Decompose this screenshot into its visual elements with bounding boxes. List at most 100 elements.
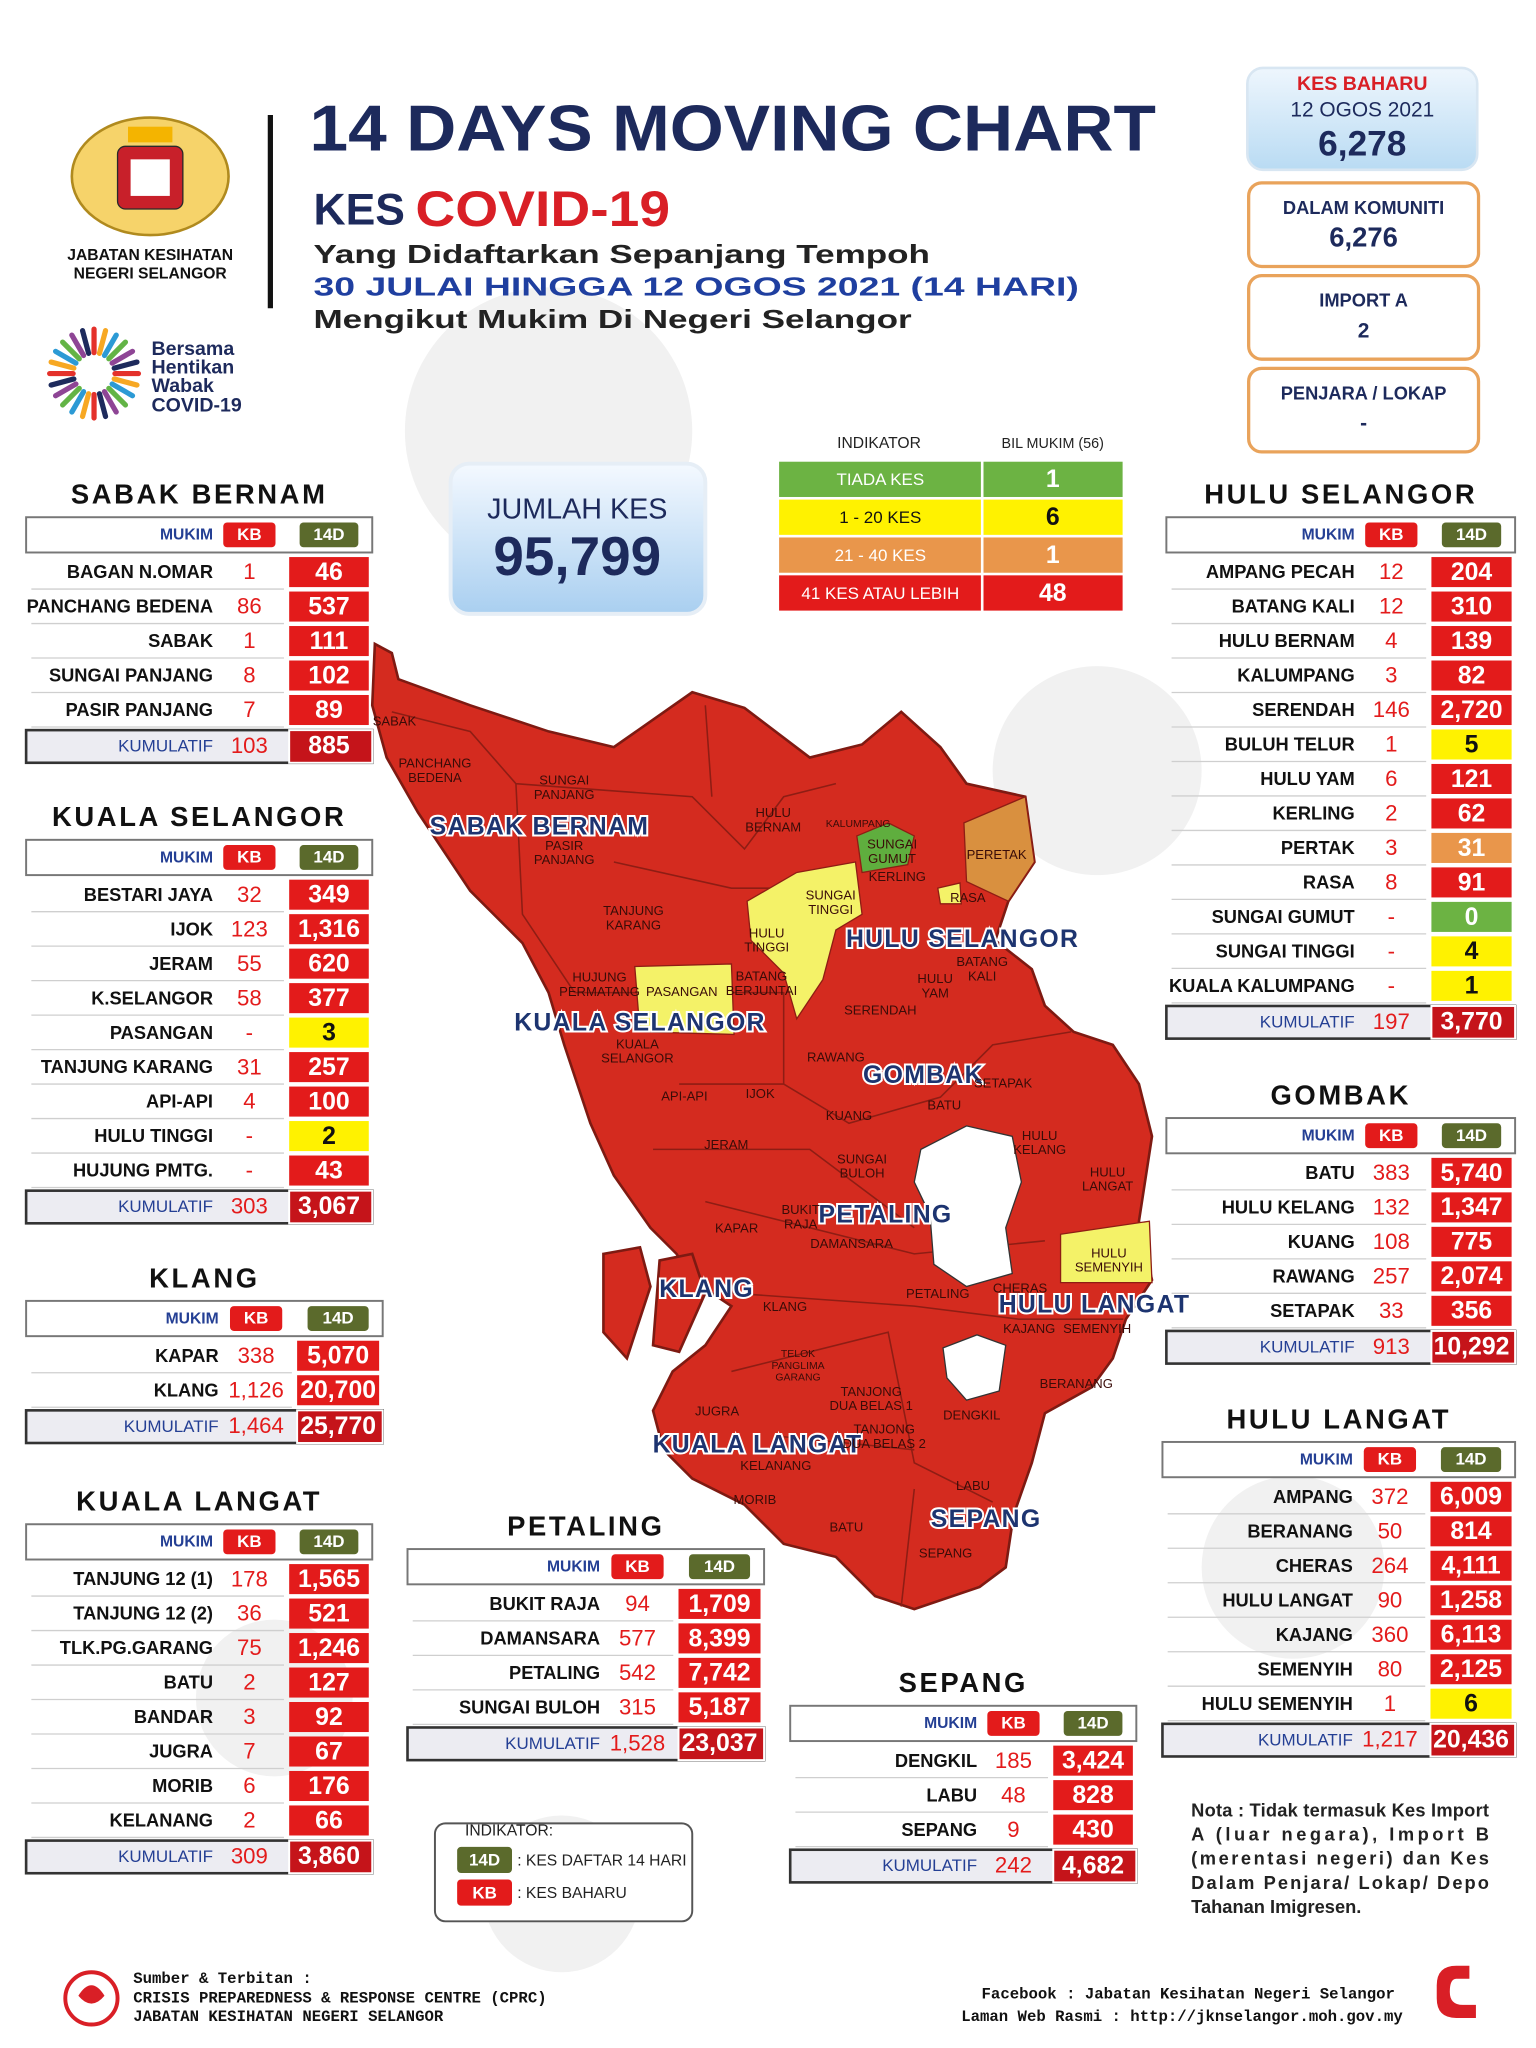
district-map-label: PETALING [819,1202,953,1229]
mukim-name: SUNGAI PANJANG [49,665,213,686]
summary-label: IMPORT A [1319,290,1408,311]
kb-value: 7 [243,1739,255,1764]
column-header: KB [1379,1126,1404,1145]
kb-value: 2 [243,1808,255,1833]
d14-cell [1053,1745,1133,1776]
d14-cell [289,1667,369,1698]
indicator-label: TIADA KES [836,470,924,489]
crest [70,116,230,237]
legend: 14D: KES DAFTAR 14 HARI KB: KES BAHARU [457,1846,687,1906]
mukim-map-label: KUALA [616,1036,659,1051]
kb-value: 36 [237,1601,262,1626]
mukim-name: API-API [146,1091,213,1112]
mukim-map-label: SEMENYIH [1063,1321,1131,1336]
legend-title: INDIKATOR: [465,1822,553,1839]
summary-value: - [1360,412,1367,435]
mukim-name: HULU TINGGI [94,1125,213,1146]
d14-cell [297,1375,380,1406]
column-header: KB [244,1309,269,1328]
kb-value: 4 [1385,628,1397,653]
d14-value: 8,399 [688,1625,750,1652]
d14-value: 356 [1451,1298,1492,1325]
mukim-map-label: PASANGAN [646,984,718,999]
d14-value: 6,113 [1441,1622,1502,1649]
note-line: Dalam Penjara/ Lokap/ Depo [1191,1872,1489,1893]
mukim-name: PERTAK [1281,837,1356,858]
mukim-name: HULU BERNAM [1219,630,1355,651]
d14-tag [307,1306,369,1331]
footer-link: Laman Web Rasmi : http://jknselangor.moh… [961,2008,1403,2026]
cumulative-kb: 242 [995,1853,1032,1878]
mukim-name: HULU KELANG [1222,1197,1355,1218]
mukim-name: BUKIT RAJA [489,1593,600,1614]
d14-cell [678,1588,761,1619]
summary-box [1247,366,1481,454]
cumulative-kb: 913 [1373,1334,1410,1359]
kb-tag [1365,522,1418,548]
note-line: A (luar negara), Import B [1191,1824,1489,1845]
indicator-count: 1 [1046,466,1060,493]
mukim-map-label: JERAM [704,1137,748,1152]
d14-cell [678,1623,761,1654]
subtitle-dates: 30 JULAI HINGGA 12 OGOS 2021 (14 HARI) [313,272,1078,302]
d14-value: 5,740 [1440,1160,1502,1187]
kb-tag [1365,1123,1418,1149]
mukim-name: SEMENYIH [1257,1658,1352,1679]
note: Nota : Tidak termasuk Kes Import A (luar … [1191,1799,1489,1917]
ray [69,389,87,415]
ray [101,389,119,415]
column-header: MUKIM [1300,1451,1353,1468]
d14-value: 1,316 [298,916,360,943]
mukim-name: BATU [164,1672,213,1693]
column-header: MUKIM [924,1715,977,1732]
d14-cell [1431,591,1512,622]
map-yellow [746,861,863,1021]
district-title: KLANG [149,1262,260,1293]
d14-cell [289,1086,369,1117]
mukim-map-label: HUJUNG [572,970,626,985]
district-title: HULU SELANGOR [1204,479,1477,510]
column-header: MUKIM [160,527,213,544]
kb-tag [611,1554,664,1580]
d14-value: 2,720 [1440,697,1502,724]
mukim-name: PETALING [509,1662,600,1683]
legend-tag [457,1879,512,1906]
cumulative-d14-value: 23,037 [682,1730,758,1757]
mukim-map-label: HULU [755,805,791,820]
kb-value: 338 [238,1343,275,1368]
kb-value: 33 [1379,1298,1404,1323]
mukim-name: SUNGAI TINGGI [1216,941,1355,962]
mukim-map-label: BATANG [736,968,788,983]
district-table: SABAK BERNAM MUKIM KB 14D BAGAN N.OMAR 1 46 PAN… [24,479,374,765]
column-header: 14D [323,1309,354,1328]
d14-cell [289,1121,369,1152]
map-yellow [1059,1220,1153,1284]
d14-cell [289,1598,369,1629]
total-box [448,461,708,616]
mukim-name: KALUMPANG [1237,665,1354,686]
mukim-map-label: PANJANG [534,852,595,867]
ray [52,381,79,399]
cumulative-d14 [1430,1004,1517,1040]
d14-cell [297,1340,380,1371]
summary-label: PENJARA / LOKAP [1281,382,1447,403]
mukim-name: BANDAR [134,1706,213,1727]
d14-value: 66 [315,1807,343,1834]
d14-cell [1431,763,1512,794]
cumulative-d14 [296,1409,384,1444]
kb-value: 1 [243,559,255,584]
column-header: MUKIM [160,1534,213,1551]
kb-tag [223,522,276,548]
map: SABAK BERNAM KUALA SELANGOR HULU SELANGOR G… [370,641,1191,1611]
column-header: MUKIM [166,1310,219,1327]
summary-label: DALAM KOMUNITI [1283,197,1444,218]
summary-value: 2 [1358,319,1370,342]
cumulative-label: KUMULATIF [505,1734,600,1753]
mukim-map-label: SUNGAI [539,773,589,788]
kb-value: 80 [1378,1656,1403,1681]
total-value: 95,799 [493,525,661,587]
cumulative-label: KUMULATIF [1258,1730,1353,1749]
agency-name: NEGERI SELANGOR [74,265,227,282]
d14-tag [1441,1123,1502,1149]
